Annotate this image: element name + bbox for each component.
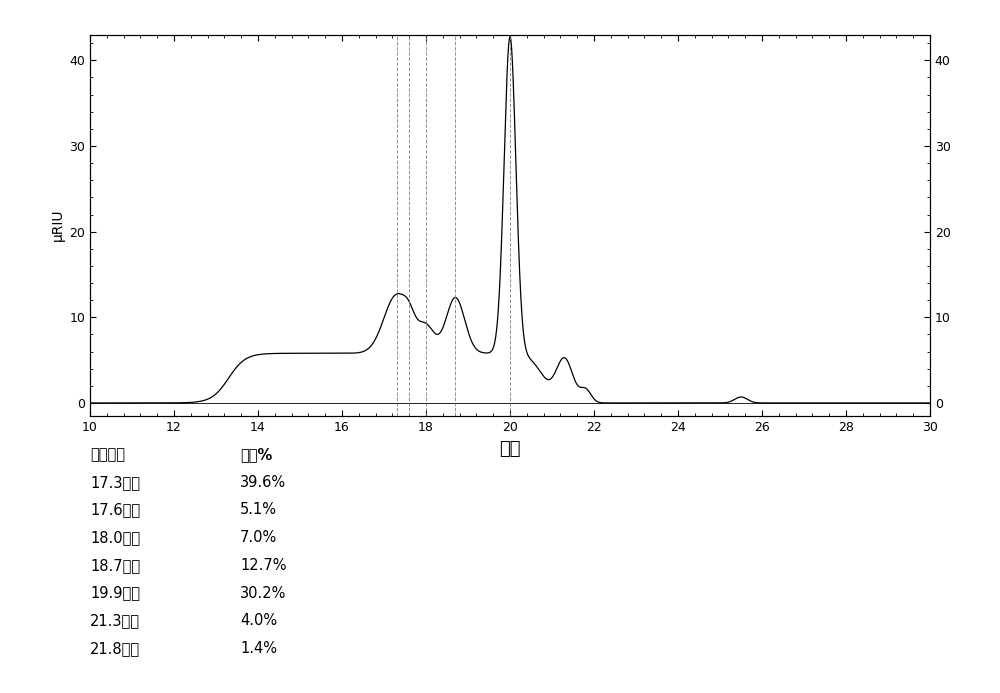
Text: 18.0分钟: 18.0分钟	[90, 530, 140, 545]
Text: 7.0%: 7.0%	[240, 530, 277, 545]
Text: 21.3分钟: 21.3分钟	[90, 613, 140, 629]
Text: 39.6%: 39.6%	[240, 475, 286, 490]
Text: 面积%: 面积%	[240, 447, 272, 462]
Text: 30.2%: 30.2%	[240, 586, 286, 601]
Text: 12.7%: 12.7%	[240, 558, 287, 573]
Text: 17.6分钟: 17.6分钟	[90, 502, 140, 518]
Text: 19.9分钟: 19.9分钟	[90, 586, 140, 601]
Y-axis label: μRIU: μRIU	[51, 209, 65, 241]
Text: 5.1%: 5.1%	[240, 502, 277, 518]
Text: 17.3分钟: 17.3分钟	[90, 475, 140, 490]
Text: 保持时间: 保持时间	[90, 447, 125, 462]
Text: 4.0%: 4.0%	[240, 613, 277, 629]
Text: 21.8分钟: 21.8分钟	[90, 641, 140, 656]
Text: 1.4%: 1.4%	[240, 641, 277, 656]
Text: 18.7分钟: 18.7分钟	[90, 558, 140, 573]
Text: 分钟: 分钟	[499, 440, 521, 458]
